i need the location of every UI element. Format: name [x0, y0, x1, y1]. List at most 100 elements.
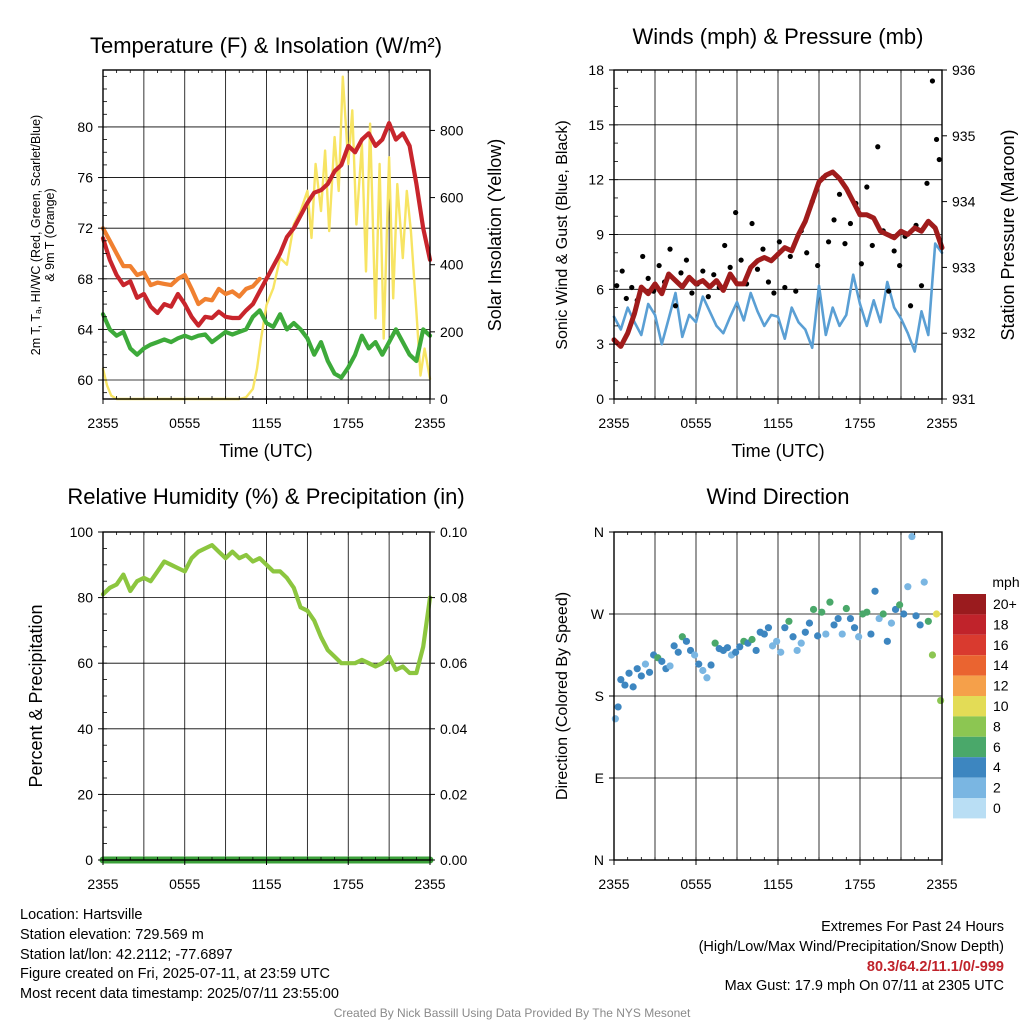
- y-tick-label-left: 76: [77, 170, 93, 186]
- direction-point: [732, 648, 740, 656]
- direction-point: [904, 583, 912, 591]
- y-tick-label-left: N: [594, 852, 604, 868]
- gust-point: [771, 290, 777, 296]
- direction-point: [834, 614, 842, 623]
- direction-point: [614, 703, 622, 711]
- direction-point: [793, 646, 801, 655]
- x-tick-label: 0555: [169, 876, 200, 892]
- colorbar-swatch: [953, 757, 986, 778]
- colorbar-label: 18: [993, 616, 1009, 632]
- y-tick-label-right: 0.00: [440, 852, 467, 868]
- colorbar-label: 4: [993, 759, 1001, 775]
- direction-point: [838, 630, 846, 638]
- direction-point: [789, 633, 797, 641]
- station-pressure-line: [611, 169, 945, 349]
- gust-point: [776, 239, 782, 245]
- gust-point: [929, 78, 936, 84]
- max-gust: Max Gust: 17.9 mph On 07/11 at 2305 UTC: [724, 978, 1004, 995]
- y-tick-label-right: 200: [440, 324, 464, 340]
- direction-point: [814, 632, 822, 640]
- direction-point: [691, 651, 699, 659]
- gust-point: [705, 294, 711, 300]
- gust-point: [645, 275, 651, 281]
- colorbar-swatch: [953, 614, 986, 635]
- y-tick-label-left: N: [594, 524, 604, 540]
- y-tick-label-right: 400: [440, 257, 464, 273]
- station-elevation: Station elevation: 729.569 m: [20, 926, 204, 943]
- y-tick-label-left: 60: [77, 372, 93, 388]
- y-tick-label-right: 800: [440, 122, 464, 138]
- gust-point: [842, 241, 848, 247]
- speed-colorbar: mph 20+ 18 16 14 12 10 8 6 4 2 0: [953, 574, 1020, 819]
- gust-point: [678, 270, 684, 276]
- x-tick-label: 1755: [333, 876, 364, 892]
- direction-point: [723, 644, 732, 652]
- temperature-ylabel-left-1: 2m T, Tₐ, HI/WC (Red, Green, Scarlet/Blu…: [29, 115, 43, 355]
- direction-point: [637, 672, 645, 680]
- temperature-xlabel: Time (UTC): [219, 441, 312, 461]
- gust-point: [760, 246, 766, 252]
- direction-point: [611, 715, 619, 723]
- y-tick-label-left: 6: [596, 281, 604, 297]
- x-tick-label: 2355: [598, 415, 629, 431]
- gust-point: [831, 217, 837, 223]
- colorbar-swatch: [953, 736, 986, 758]
- gust-point: [804, 250, 810, 256]
- direction-point: [846, 614, 855, 623]
- y-tick-label-left: 100: [70, 524, 94, 540]
- gust-point: [924, 180, 930, 186]
- gust-point: [815, 262, 821, 269]
- wind-direction-title: Wind Direction: [706, 484, 849, 509]
- direction-point: [916, 621, 924, 629]
- direction-point: [711, 639, 719, 647]
- gust-point: [722, 242, 728, 249]
- direction-point: [908, 532, 916, 541]
- direction-point: [887, 619, 896, 627]
- direction-point: [896, 601, 904, 609]
- credit-line: Created By Nick Bassill Using Data Provi…: [333, 1006, 691, 1020]
- colorbar-title: mph: [992, 574, 1019, 590]
- colorbar-label: 0: [993, 800, 1001, 816]
- y-tick-label-right: 936: [952, 62, 976, 78]
- gust-point: [897, 262, 903, 269]
- extremes-title: Extremes For Past 24 Hours: [821, 919, 1004, 935]
- y-tick-label-left: 0: [85, 852, 93, 868]
- y-tick-label-left: 3: [596, 336, 604, 352]
- direction-point: [629, 683, 637, 691]
- direction-point: [809, 605, 818, 614]
- colorbar-label: 14: [993, 657, 1009, 673]
- direction-point: [674, 648, 682, 656]
- y-tick-label-left: 20: [77, 786, 93, 802]
- colorbar-label: 10: [993, 698, 1009, 714]
- direction-point: [920, 578, 928, 586]
- extremes-values: 80.3/64.2/11.1/0/-999: [866, 958, 1004, 975]
- station-location: Location: Hartsville: [20, 907, 143, 923]
- y-tick-label-right: 0.06: [440, 655, 467, 671]
- y-tick-label-left: 64: [77, 321, 93, 337]
- direction-point: [658, 657, 666, 665]
- extremes-info: Extremes For Past 24 Hours (High/Low/Max…: [699, 918, 1004, 997]
- gust-point: [689, 290, 695, 296]
- x-tick-label: 0555: [680, 415, 711, 431]
- direction-point: [748, 635, 756, 644]
- gust-point: [933, 136, 940, 143]
- winds-panel: Winds (mph) & Pressure (mb) 2355 0555 1155…: [554, 24, 1018, 461]
- plot-frame: [102, 69, 431, 400]
- direction-point: [822, 630, 830, 638]
- direction-point: [883, 637, 891, 645]
- direction-point: [666, 662, 674, 670]
- y-tick-label-left: 68: [77, 271, 93, 287]
- colorbar-swatch: [953, 777, 986, 798]
- station-latlon: Station lat/lon: 42.2112; -77.6897: [20, 946, 233, 963]
- relative-humidity-line: [100, 542, 433, 676]
- temperature-title: Temperature (F) & Insolation (W/m²): [90, 33, 442, 58]
- direction-point: [937, 696, 945, 705]
- direction-point: [801, 628, 809, 636]
- winds-xlabel: Time (UTC): [731, 441, 824, 461]
- x-tick-label: 2355: [598, 876, 629, 892]
- x-tick-label: 2355: [926, 415, 957, 431]
- x-tick-label: 1755: [844, 415, 875, 431]
- dewpoint-line: [100, 308, 433, 380]
- gust-point: [787, 253, 793, 260]
